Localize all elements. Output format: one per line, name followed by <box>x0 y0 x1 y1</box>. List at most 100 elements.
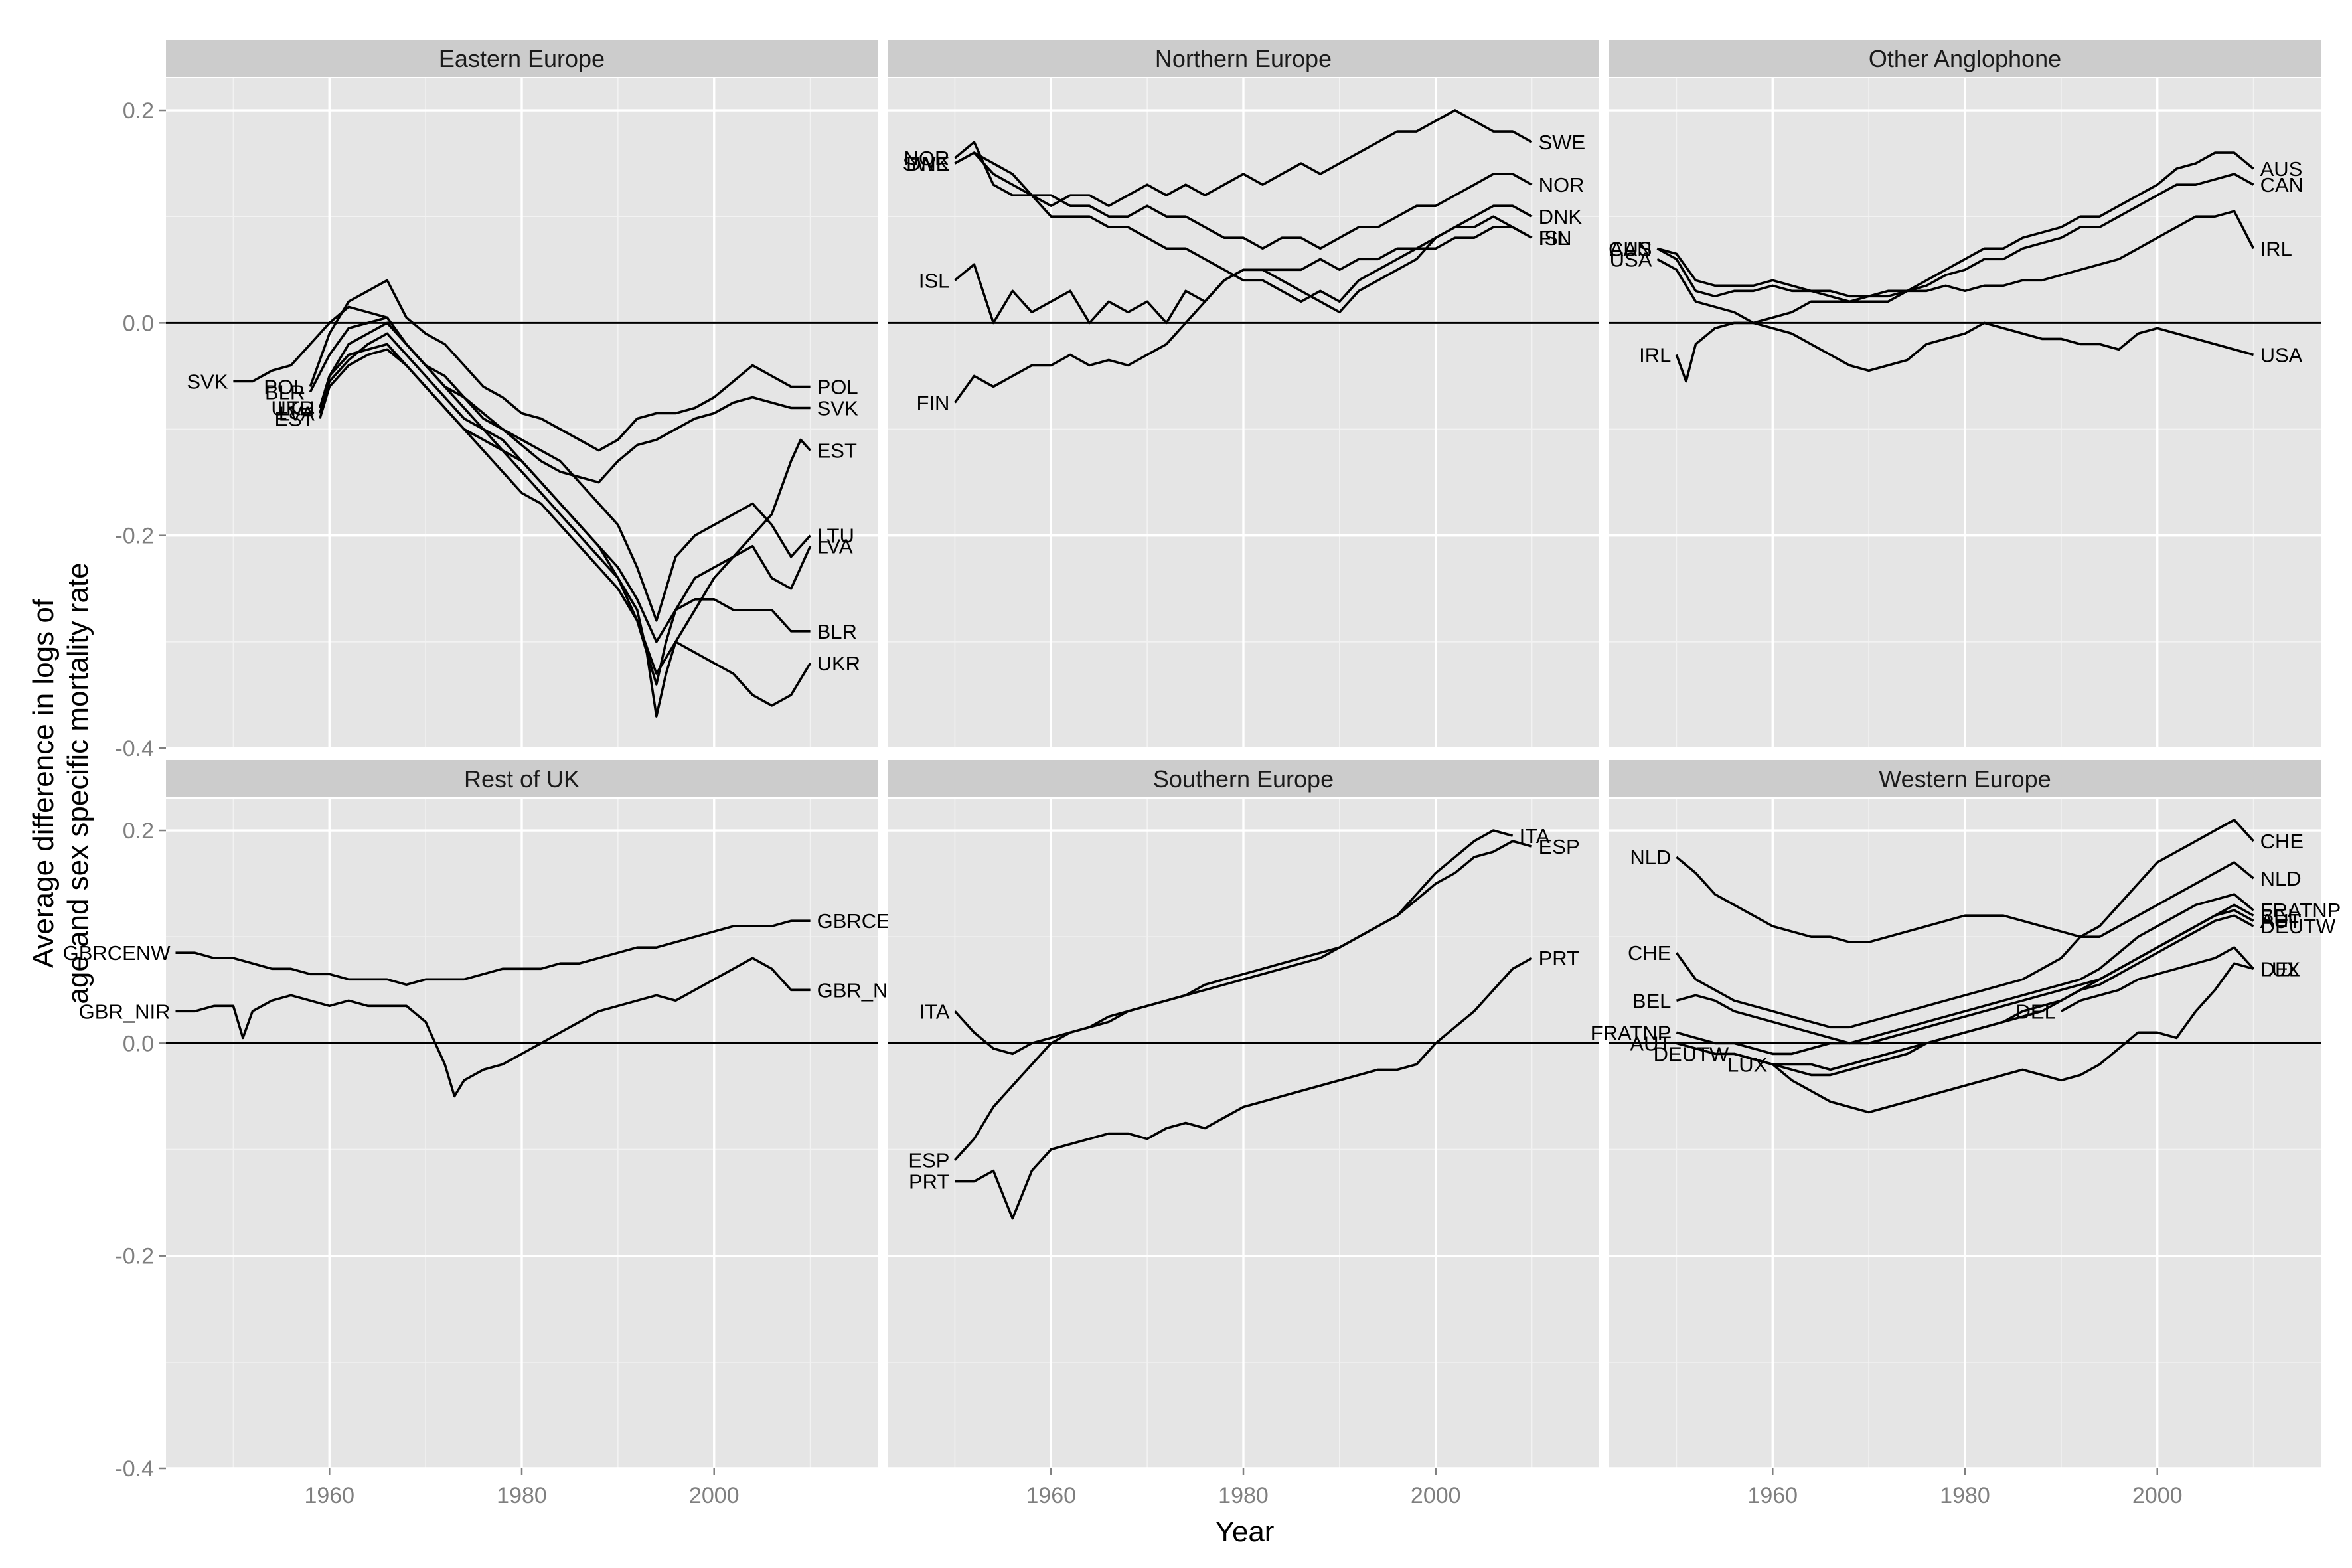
series-start-label: LUX <box>1727 1053 1768 1076</box>
y-tick-label: 0.2 <box>123 819 154 844</box>
series-end-label: SVK <box>817 396 858 420</box>
series-end-label: BEL <box>2260 904 2300 927</box>
series-start-label: AUT <box>1630 1032 1671 1055</box>
y-tick-label: -0.4 <box>115 1456 154 1482</box>
facet-title: Rest of UK <box>464 765 580 793</box>
series-end-label: AUS <box>2260 157 2303 181</box>
series-end-label: AUT <box>2260 909 2302 933</box>
y-axis-title-line-1: Average difference in logs of <box>27 598 60 968</box>
series-end-label: CAN <box>2260 173 2304 196</box>
series-end-label: ESP <box>1539 835 1580 858</box>
facet-strip <box>166 760 878 797</box>
series-line-svk <box>233 305 811 484</box>
series-line-gbrcenw <box>175 919 811 986</box>
series-line-aus <box>1656 151 2254 303</box>
series-start-label: FRATNP <box>1591 1021 1672 1044</box>
panel-rest-of-uk: Rest of UKGBRCENWGBRCENWGBR_NIRGBR_NIR-0… <box>63 760 925 1508</box>
facet-title: Western Europe <box>1879 765 2051 793</box>
y-tick-label: 0.2 <box>123 98 154 123</box>
facet-strip <box>888 760 1599 797</box>
series-end-label: EST <box>817 439 857 463</box>
series-end-label: NLD <box>2260 867 2302 890</box>
series-line-fin <box>953 226 1533 404</box>
series-end-label: FRATNP <box>2260 899 2341 922</box>
facet-title: Other Anglophone <box>1869 45 2061 72</box>
x-tick-label: 2000 <box>2132 1483 2183 1508</box>
x-tick-label: 1980 <box>497 1483 547 1508</box>
facet-title: Southern Europe <box>1153 765 1334 793</box>
series-line-lva <box>319 332 812 686</box>
series-start-label: UKR <box>271 396 314 420</box>
series-start-label: CHE <box>1628 941 1671 965</box>
series-start-label: DNK <box>906 152 950 175</box>
x-tick-label: 2000 <box>689 1483 740 1508</box>
series-start-label: PRT <box>909 1170 950 1194</box>
series-line-nor <box>954 141 1533 250</box>
y-tick-label: 0.0 <box>123 311 154 336</box>
series-line-swe <box>954 109 1533 208</box>
series-line-can <box>1656 173 2254 298</box>
series-start-label: ITA <box>919 1000 949 1023</box>
x-tick-label: 1960 <box>304 1483 354 1508</box>
series-start-label: SWE <box>903 152 950 175</box>
series-line-irl <box>1675 210 2255 383</box>
series-end-label: ISL <box>1539 226 1570 250</box>
series-start-label: IRL <box>1639 343 1671 366</box>
series-end-label: LVA <box>817 535 853 558</box>
series-start-label: AUS <box>1610 237 1652 260</box>
x-tick-label: 2000 <box>1411 1483 1461 1508</box>
facet-strip <box>166 40 878 77</box>
series-line-ukr <box>319 343 812 707</box>
series-start-label: GBR_NIR <box>79 1000 171 1023</box>
series-start-label: ISL <box>919 269 950 292</box>
panel-western-europe: Western EuropeNLDNLDCHECHEFRATNPFRATNPBE… <box>1591 760 2341 1508</box>
series-start-label: LTU <box>277 396 315 420</box>
series-start-label: POL <box>264 375 305 398</box>
x-axis-title: Year <box>1215 1516 1275 1548</box>
series-end-label: UKR <box>817 652 860 675</box>
series-line-lux <box>1772 962 2254 1114</box>
series-start-label: NOR <box>904 147 950 170</box>
series-start-label: FIN <box>916 391 949 414</box>
series-start-label: BLR <box>265 380 305 404</box>
series-end-label: POL <box>817 375 858 398</box>
series-start-label: GBRCENW <box>63 941 171 965</box>
series-line-fratnp <box>1676 893 2254 1056</box>
series-end-label: DEL <box>2260 957 2300 980</box>
panel-northern-europe: Northern EuropeSWESWENORNORDNKDNKISLISLF… <box>888 40 1599 749</box>
series-line-nld <box>1676 856 2254 943</box>
y-tick-label: -0.2 <box>115 1244 154 1269</box>
facet-strip <box>1609 40 2321 77</box>
series-line-del <box>2061 946 2254 1012</box>
x-tick-label: 1980 <box>1218 1483 1269 1508</box>
series-start-label: USA <box>1610 248 1652 271</box>
series-end-label: FIN <box>1539 226 1572 250</box>
series-start-label: ESP <box>908 1149 949 1172</box>
x-tick-label: 1960 <box>1026 1483 1076 1508</box>
series-line-pol <box>309 279 811 452</box>
series-end-label: LUX <box>2260 957 2301 980</box>
series-start-label: SVK <box>187 370 228 393</box>
series-start-label: LVA <box>279 402 315 426</box>
series-start-label: DEUTW <box>1654 1042 1729 1065</box>
series-start-label: BEL <box>1632 989 1672 1012</box>
series-start-label: EST <box>274 408 314 431</box>
series-end-label: BLR <box>817 620 857 643</box>
series-line-prt <box>955 957 1533 1220</box>
series-end-label: NOR <box>1539 173 1585 196</box>
facet-title: Eastern Europe <box>439 45 605 72</box>
series-end-label: IRL <box>2260 237 2292 260</box>
x-tick-label: 1980 <box>1940 1483 1990 1508</box>
y-axis-title-line-2: age and sex specific mortality rate <box>62 562 94 1004</box>
series-line-usa <box>1656 258 2254 372</box>
series-end-label: LTU <box>817 524 854 548</box>
series-end-label: DEUTW <box>2260 915 2336 938</box>
y-tick-label: -0.2 <box>115 524 154 549</box>
x-tick-label: 1960 <box>1747 1483 1798 1508</box>
series-end-label: USA <box>2260 343 2303 366</box>
